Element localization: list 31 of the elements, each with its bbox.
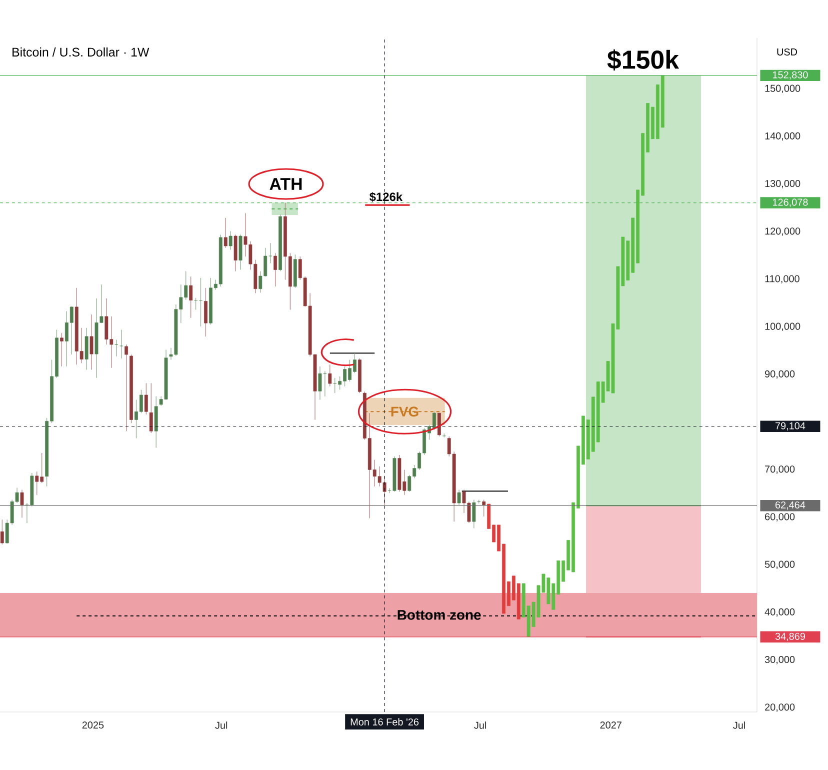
- ref-line-label: 79,104: [775, 422, 806, 430]
- text: Bitcoin / U.S. Dollar · 1W: [12, 47, 150, 57]
- y-tick-label: 130,000: [765, 180, 800, 188]
- y-tick-label: 100,000: [765, 322, 800, 332]
- y-tick-label: 50,000: [764, 560, 795, 570]
- y-tick-label: 120,000: [765, 228, 800, 236]
- x-tick-label: 2027: [600, 722, 622, 729]
- text: USD: [777, 48, 798, 56]
- annotation: $126k: [369, 192, 403, 202]
- x-tick-label: Jul: [733, 722, 745, 729]
- y-tick-label: 90,000: [765, 370, 795, 379]
- y-tick-label: 150,000: [765, 84, 800, 94]
- y-tick-label: 40,000: [764, 608, 795, 617]
- y-tick-label: 60,000: [765, 513, 795, 522]
- annotation: ATH: [270, 178, 302, 190]
- ref-line-label: 34,869: [775, 632, 805, 642]
- x-tick-label: Jul: [474, 722, 486, 729]
- x-tick-label: 2025: [82, 722, 104, 729]
- annotation: $150k: [607, 49, 680, 71]
- x-tick-label: Jul: [215, 722, 228, 729]
- y-tick-label: 110,000: [765, 275, 800, 284]
- ref-line-label: 152,830: [772, 71, 808, 80]
- y-tick-label: 70,000: [765, 466, 795, 474]
- series-label: FVG: [391, 406, 418, 417]
- y-tick-label: 20,000: [765, 704, 795, 712]
- y-tick-label: 140,000: [765, 132, 800, 141]
- ref-line-label: Mon 16 Feb '26: [350, 718, 419, 726]
- y-tick-label: 30,000: [764, 656, 795, 664]
- ref-line-label: 126,078: [772, 198, 808, 207]
- band-label: Bottom zone: [398, 610, 481, 620]
- ref-line-label: 62,464: [775, 501, 806, 510]
